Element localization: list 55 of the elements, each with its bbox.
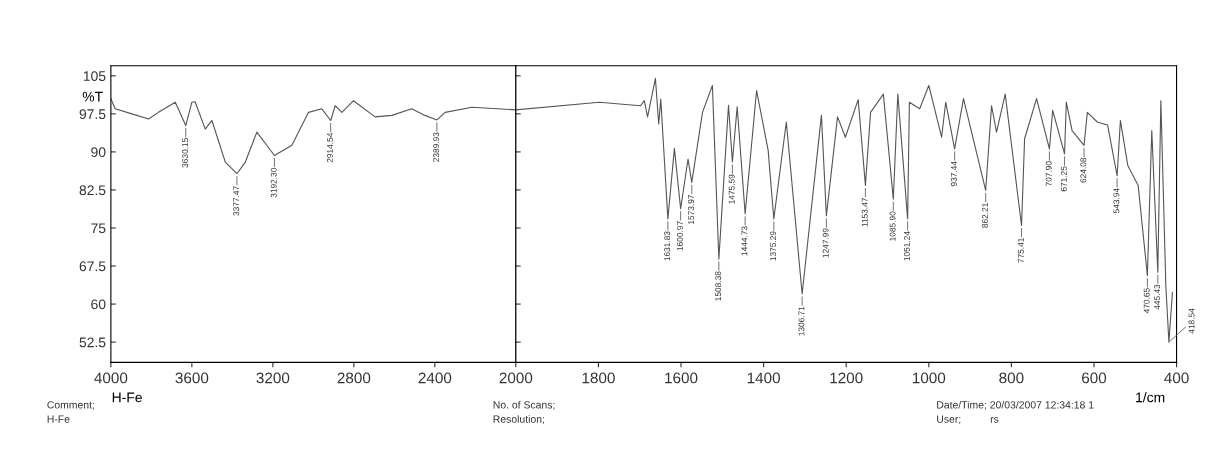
annotation: 671.25 bbox=[1060, 166, 1067, 192]
annotation: 2914.54 bbox=[327, 132, 333, 163]
annotation: 1444.73 bbox=[741, 226, 748, 256]
text: No. of Scans; Resolution; bbox=[493, 400, 555, 425]
annotation: 775.41 bbox=[1017, 238, 1024, 263]
x-tick-label: 3200 bbox=[256, 372, 290, 384]
annotation: 1508.38 bbox=[715, 271, 722, 301]
x-tick-label: 2400 bbox=[418, 372, 452, 384]
annotation: 1375.29 bbox=[770, 231, 777, 261]
annotation: 1306.71 bbox=[798, 306, 805, 336]
annotation: 2389.93 bbox=[433, 132, 440, 162]
x-axis-title: H-Fe bbox=[112, 392, 142, 403]
x-tick-label: 3600 bbox=[175, 372, 209, 384]
annotation: 937.44 bbox=[950, 161, 957, 187]
x-tick-label: 4000 bbox=[94, 372, 128, 384]
annotation: 1573.97 bbox=[688, 194, 694, 224]
annotation: 1475.59 bbox=[728, 174, 735, 204]
annotation: 1153.47 bbox=[861, 197, 868, 227]
x-tick-label: 1600 bbox=[665, 372, 698, 384]
x-tick-label: 600 bbox=[1082, 372, 1107, 384]
y-tick-label: 52.5 bbox=[79, 337, 106, 348]
annotation: 1600.97 bbox=[676, 221, 683, 251]
x-tick-label: 2800 bbox=[337, 372, 371, 384]
annotation: 543.94 bbox=[1113, 188, 1120, 214]
x-tick-label: 1800 bbox=[582, 372, 615, 384]
y-tick-label: 82.5 bbox=[79, 185, 106, 196]
annotation: 470.65 bbox=[1143, 288, 1150, 314]
annotation: 3377.47 bbox=[233, 186, 240, 216]
y-tick-label: 60 bbox=[91, 299, 106, 310]
annotation: 3630.15 bbox=[182, 138, 188, 168]
x-tick-label: 1200 bbox=[830, 372, 863, 384]
annotation: 418.54 bbox=[1188, 308, 1195, 334]
x-tick-label: 800 bbox=[999, 372, 1024, 384]
y-tick-label: 75 bbox=[91, 223, 106, 234]
x-tick-label: 1400 bbox=[747, 372, 781, 384]
text: Comment; H-Fe bbox=[47, 401, 94, 423]
annotation: 1631.83 bbox=[664, 231, 671, 261]
x-tick-label: 2000 bbox=[499, 372, 533, 384]
annotation: 624.08 bbox=[1080, 157, 1087, 183]
annotation: 1051.24 bbox=[903, 231, 910, 261]
annotation: 445.43 bbox=[1154, 284, 1161, 310]
y-axis-title: %T bbox=[82, 91, 103, 102]
annotation: 707.90 bbox=[1045, 161, 1052, 187]
y-tick-label: 97.5 bbox=[79, 109, 106, 120]
x-tick-label: 1000 bbox=[912, 372, 946, 384]
x-tick-label: 400 bbox=[1164, 372, 1189, 384]
annotation: 1247.99 bbox=[822, 228, 829, 258]
text: Date/Time; 20/03/2007 12:34:18 1 User; rs bbox=[937, 400, 1094, 425]
annotation: 862.21 bbox=[982, 203, 988, 228]
x-axis-title: 1/cm bbox=[1136, 392, 1165, 403]
y-tick-label: 67.5 bbox=[79, 261, 106, 272]
y-tick-label: 90 bbox=[91, 147, 106, 158]
annotation: 3192.30 bbox=[270, 167, 277, 198]
y-tick-label: 105 bbox=[83, 71, 106, 81]
annotation: 1085.90 bbox=[889, 211, 896, 241]
